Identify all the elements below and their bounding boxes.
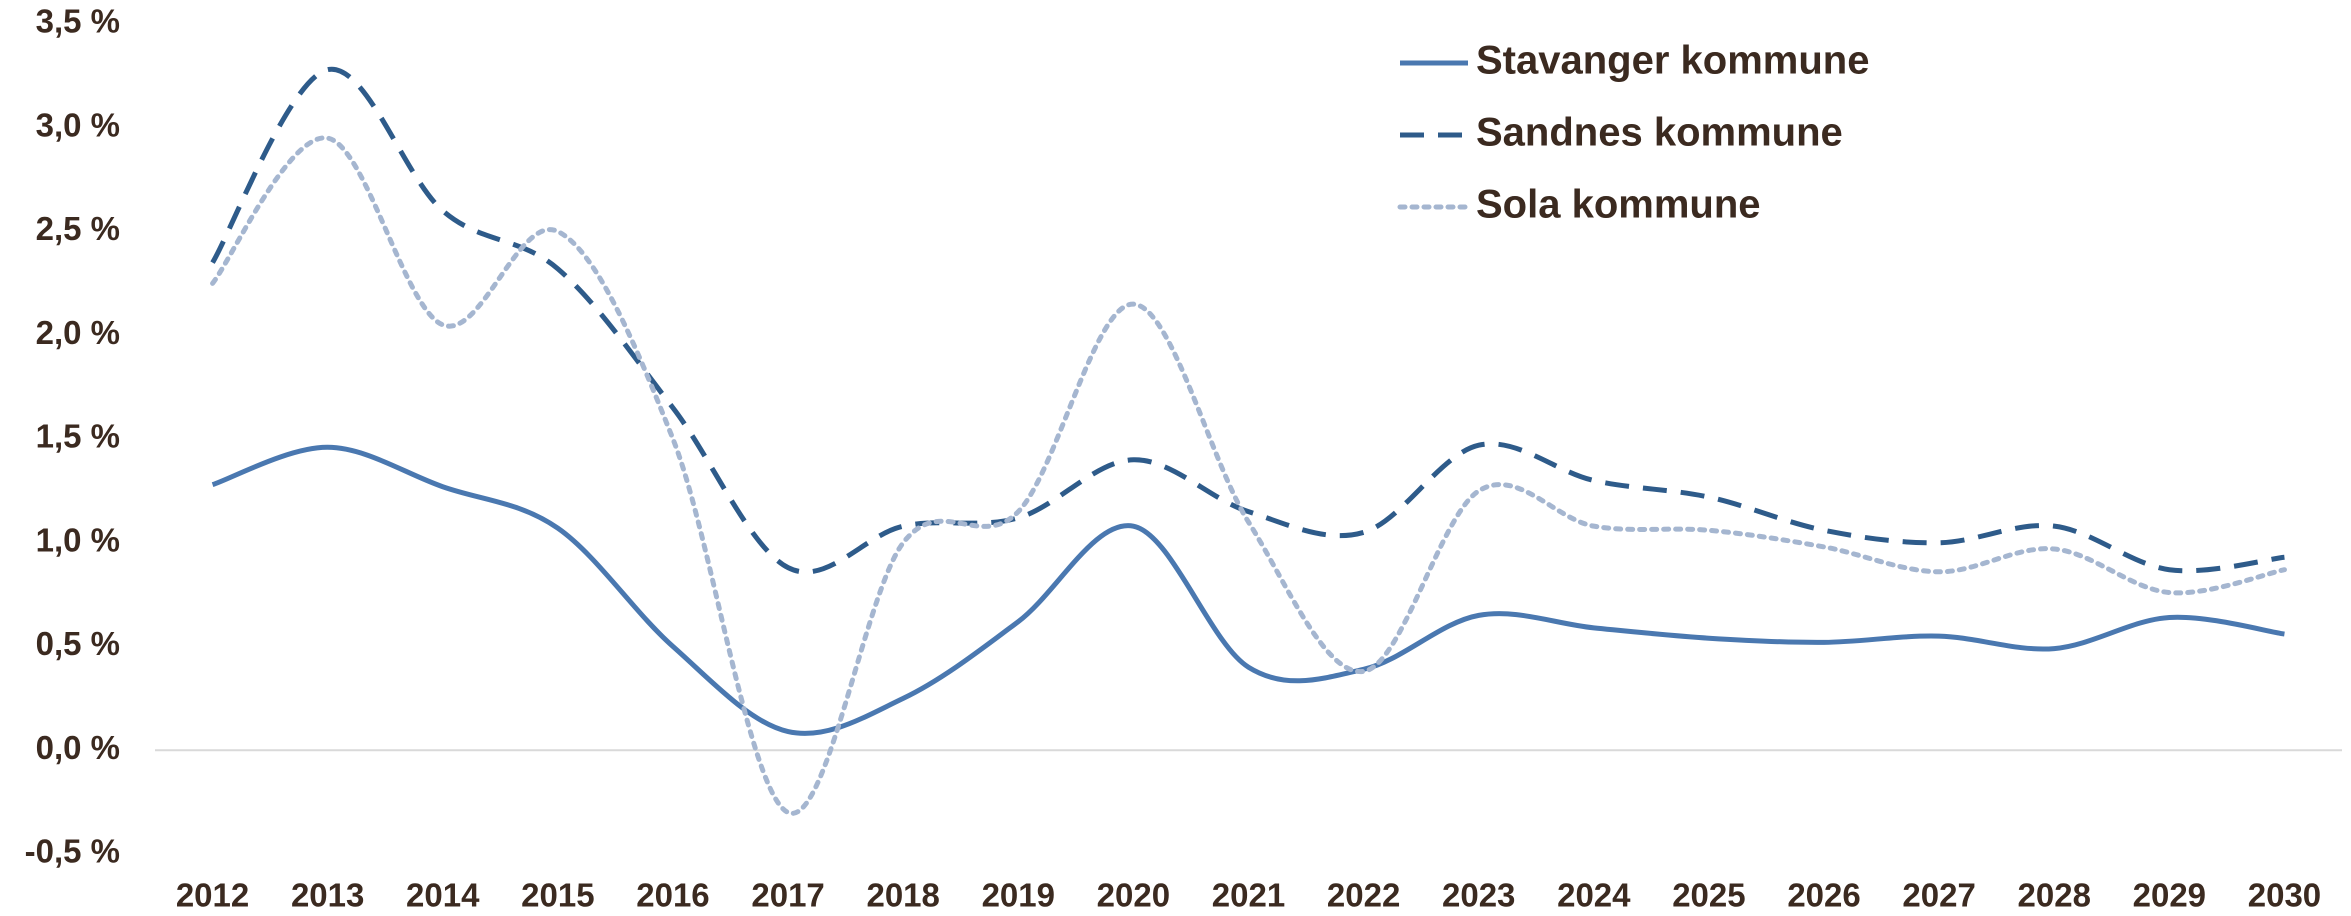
x-tick-label: 2012 <box>176 877 249 914</box>
legend-label: Sola kommune <box>1476 183 1761 227</box>
x-tick-label: 2028 <box>2018 877 2091 914</box>
x-tick-label: 2022 <box>1327 877 1400 914</box>
x-tick-label: 2023 <box>1442 877 1515 914</box>
y-tick-label: 2,0 % <box>36 314 120 351</box>
x-tick-label: 2018 <box>866 877 939 914</box>
x-tick-label: 2027 <box>1902 877 1975 914</box>
x-tick-label: 2021 <box>1212 877 1285 914</box>
x-tick-label: 2025 <box>1672 877 1745 914</box>
x-tick-label: 2016 <box>636 877 709 914</box>
x-tick-label: 2029 <box>2133 877 2206 914</box>
x-tick-label: 2030 <box>2248 877 2321 914</box>
y-tick-label: 0,5 % <box>36 625 120 662</box>
y-tick-label: 1,0 % <box>36 521 120 558</box>
y-tick-label: 2,5 % <box>36 210 120 247</box>
y-tick-label: 3,0 % <box>36 106 120 143</box>
x-tick-label: 2017 <box>751 877 824 914</box>
x-tick-label: 2020 <box>1097 877 1170 914</box>
legend-label: Sandnes kommune <box>1476 111 1843 155</box>
y-tick-label: 3,5 % <box>36 3 120 40</box>
line-series <box>210 135 2287 816</box>
x-tick-label: 2024 <box>1557 877 1631 914</box>
y-tick-label: 0,0 % <box>36 729 120 766</box>
line-series <box>210 67 2285 575</box>
x-tick-label: 2026 <box>1787 877 1860 914</box>
legend-label: Stavanger kommune <box>1476 39 1869 83</box>
x-tick-label: 2019 <box>982 877 1055 914</box>
x-tick-label: 2015 <box>521 877 594 914</box>
x-tick-label: 2013 <box>291 877 364 914</box>
line-series <box>211 444 2285 736</box>
y-tick-label: 1,5 % <box>36 418 120 455</box>
x-tick-label: 2014 <box>406 877 480 914</box>
y-tick-label: -0,5 % <box>25 833 120 870</box>
